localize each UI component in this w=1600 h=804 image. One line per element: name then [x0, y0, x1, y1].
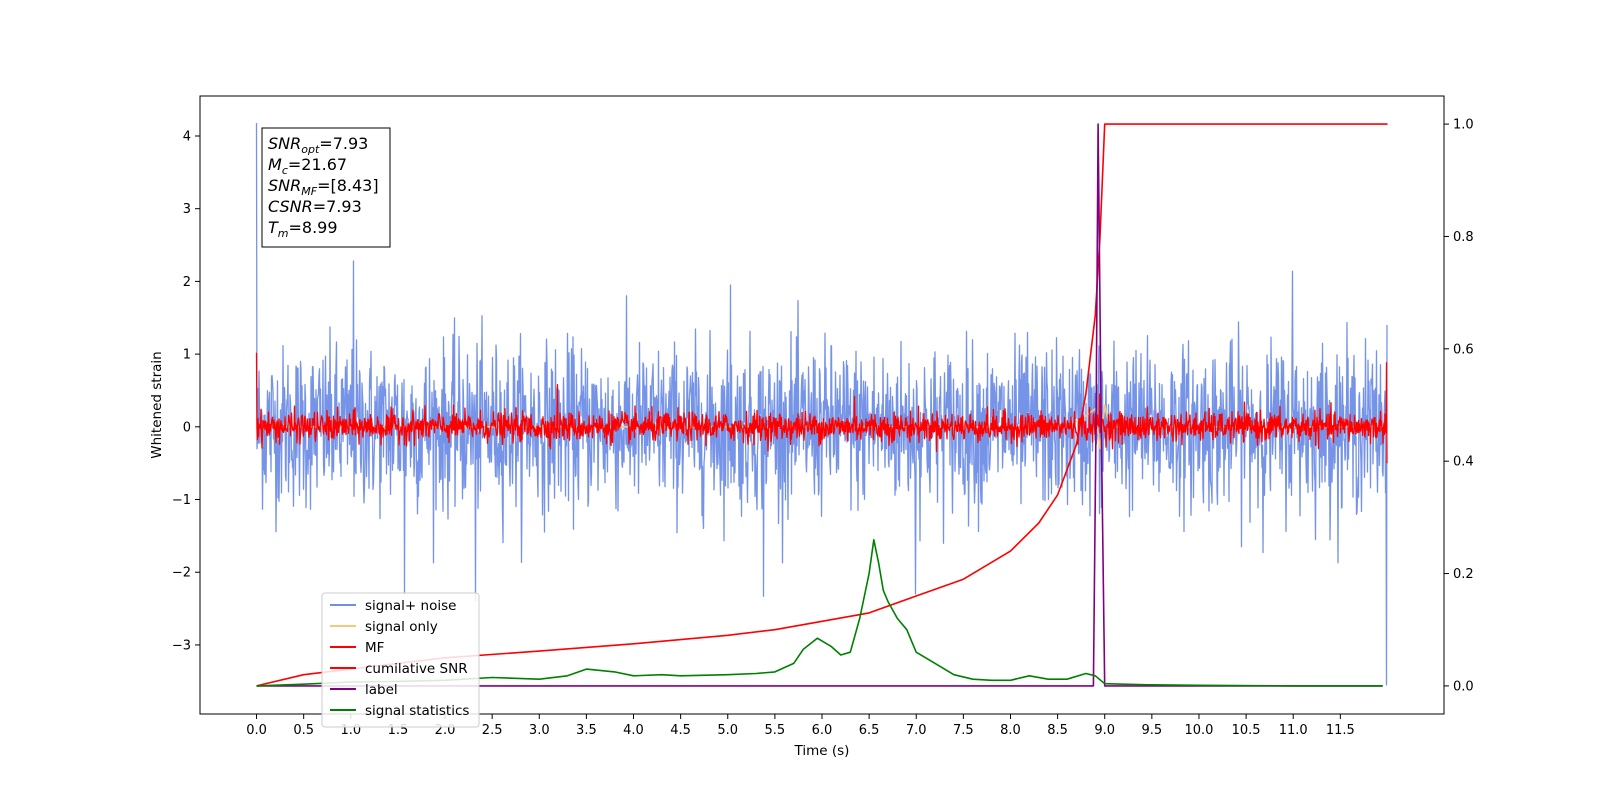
y2-tick-label: 0.8: [1453, 230, 1474, 245]
info-box-line: CSNR=7.93: [268, 197, 362, 216]
x-tick-label: 8.0: [1000, 723, 1021, 738]
x-tick-label: 5.0: [717, 723, 738, 738]
legend-label: MF: [365, 640, 384, 656]
x-tick-label: 10.5: [1232, 723, 1261, 738]
legend-label: signal+ noise: [365, 598, 456, 614]
info-box-line: SNRMF=[8.43]: [268, 176, 379, 198]
series-line-signal-statistics: [256, 538, 1383, 687]
info-box-line: SNRopt=7.93: [268, 134, 368, 156]
y2-tick-label: 1.0: [1453, 118, 1474, 133]
legend-label: label: [365, 682, 398, 698]
y2-tick-label: 0.4: [1453, 455, 1474, 470]
legend: signal+ noise signal only MF cumilative SNR…: [321, 592, 480, 728]
y2-tick-label: 0.0: [1453, 679, 1474, 694]
x-tick-label: 11.5: [1326, 723, 1355, 738]
x-tick-label: 10.0: [1184, 723, 1213, 738]
x-tick-label: 3.0: [529, 723, 550, 738]
legend-frame: [321, 592, 480, 728]
x-tick-label: 3.5: [576, 723, 597, 738]
x-tick-label: 0.5: [293, 723, 314, 738]
series-line-mf: [255, 352, 1388, 464]
x-tick-label: 7.0: [906, 723, 927, 738]
y-tick-label: 1: [183, 348, 191, 363]
x-tick-label: 6.0: [812, 723, 833, 738]
series-line-signal-noise: [255, 122, 1388, 686]
y-axis-label: Whitened strain: [149, 351, 165, 458]
legend-label: signal only: [365, 619, 438, 635]
info-box-line: Mc=21.67: [268, 155, 347, 177]
legend-label: signal statistics: [365, 703, 469, 719]
x-tick-label: 0.0: [246, 723, 267, 738]
x-tick-label: 5.5: [765, 723, 786, 738]
x-axis-label: Time (s): [794, 743, 850, 759]
y-tick-label: 2: [183, 275, 191, 290]
series-line-label: [256, 123, 1383, 687]
x-tick-label: 11.0: [1279, 723, 1308, 738]
x-tick-label: 4.5: [670, 723, 691, 738]
y2-tick-label: 0.6: [1453, 342, 1474, 357]
y2-tick-label: 0.2: [1453, 567, 1474, 582]
x-tick-label: 9.0: [1094, 723, 1115, 738]
x-tick-label: 9.5: [1142, 723, 1163, 738]
x-tick-label: 4.0: [623, 723, 644, 738]
y-tick-label: 4: [183, 129, 191, 144]
legend-label: cumilative SNR: [365, 661, 468, 677]
y-tick-label: 3: [183, 202, 191, 217]
x-tick-label: 6.5: [859, 723, 880, 738]
y-tick-label: −1: [172, 493, 191, 508]
info-box-frame: [261, 127, 391, 248]
y-tick-label: −2: [172, 566, 191, 581]
x-tick-label: 8.5: [1047, 723, 1068, 738]
x-tick-label: 2.5: [482, 723, 503, 738]
info-box: SNRopt=7.93Mc=21.67SNRMF=[8.43]CSNR=7.93…: [261, 127, 391, 248]
x-tick-label: 7.5: [953, 723, 974, 738]
y-tick-label: −3: [172, 638, 191, 653]
info-box-line: Tm=8.99: [268, 218, 338, 240]
y-tick-label: 0: [183, 420, 191, 435]
